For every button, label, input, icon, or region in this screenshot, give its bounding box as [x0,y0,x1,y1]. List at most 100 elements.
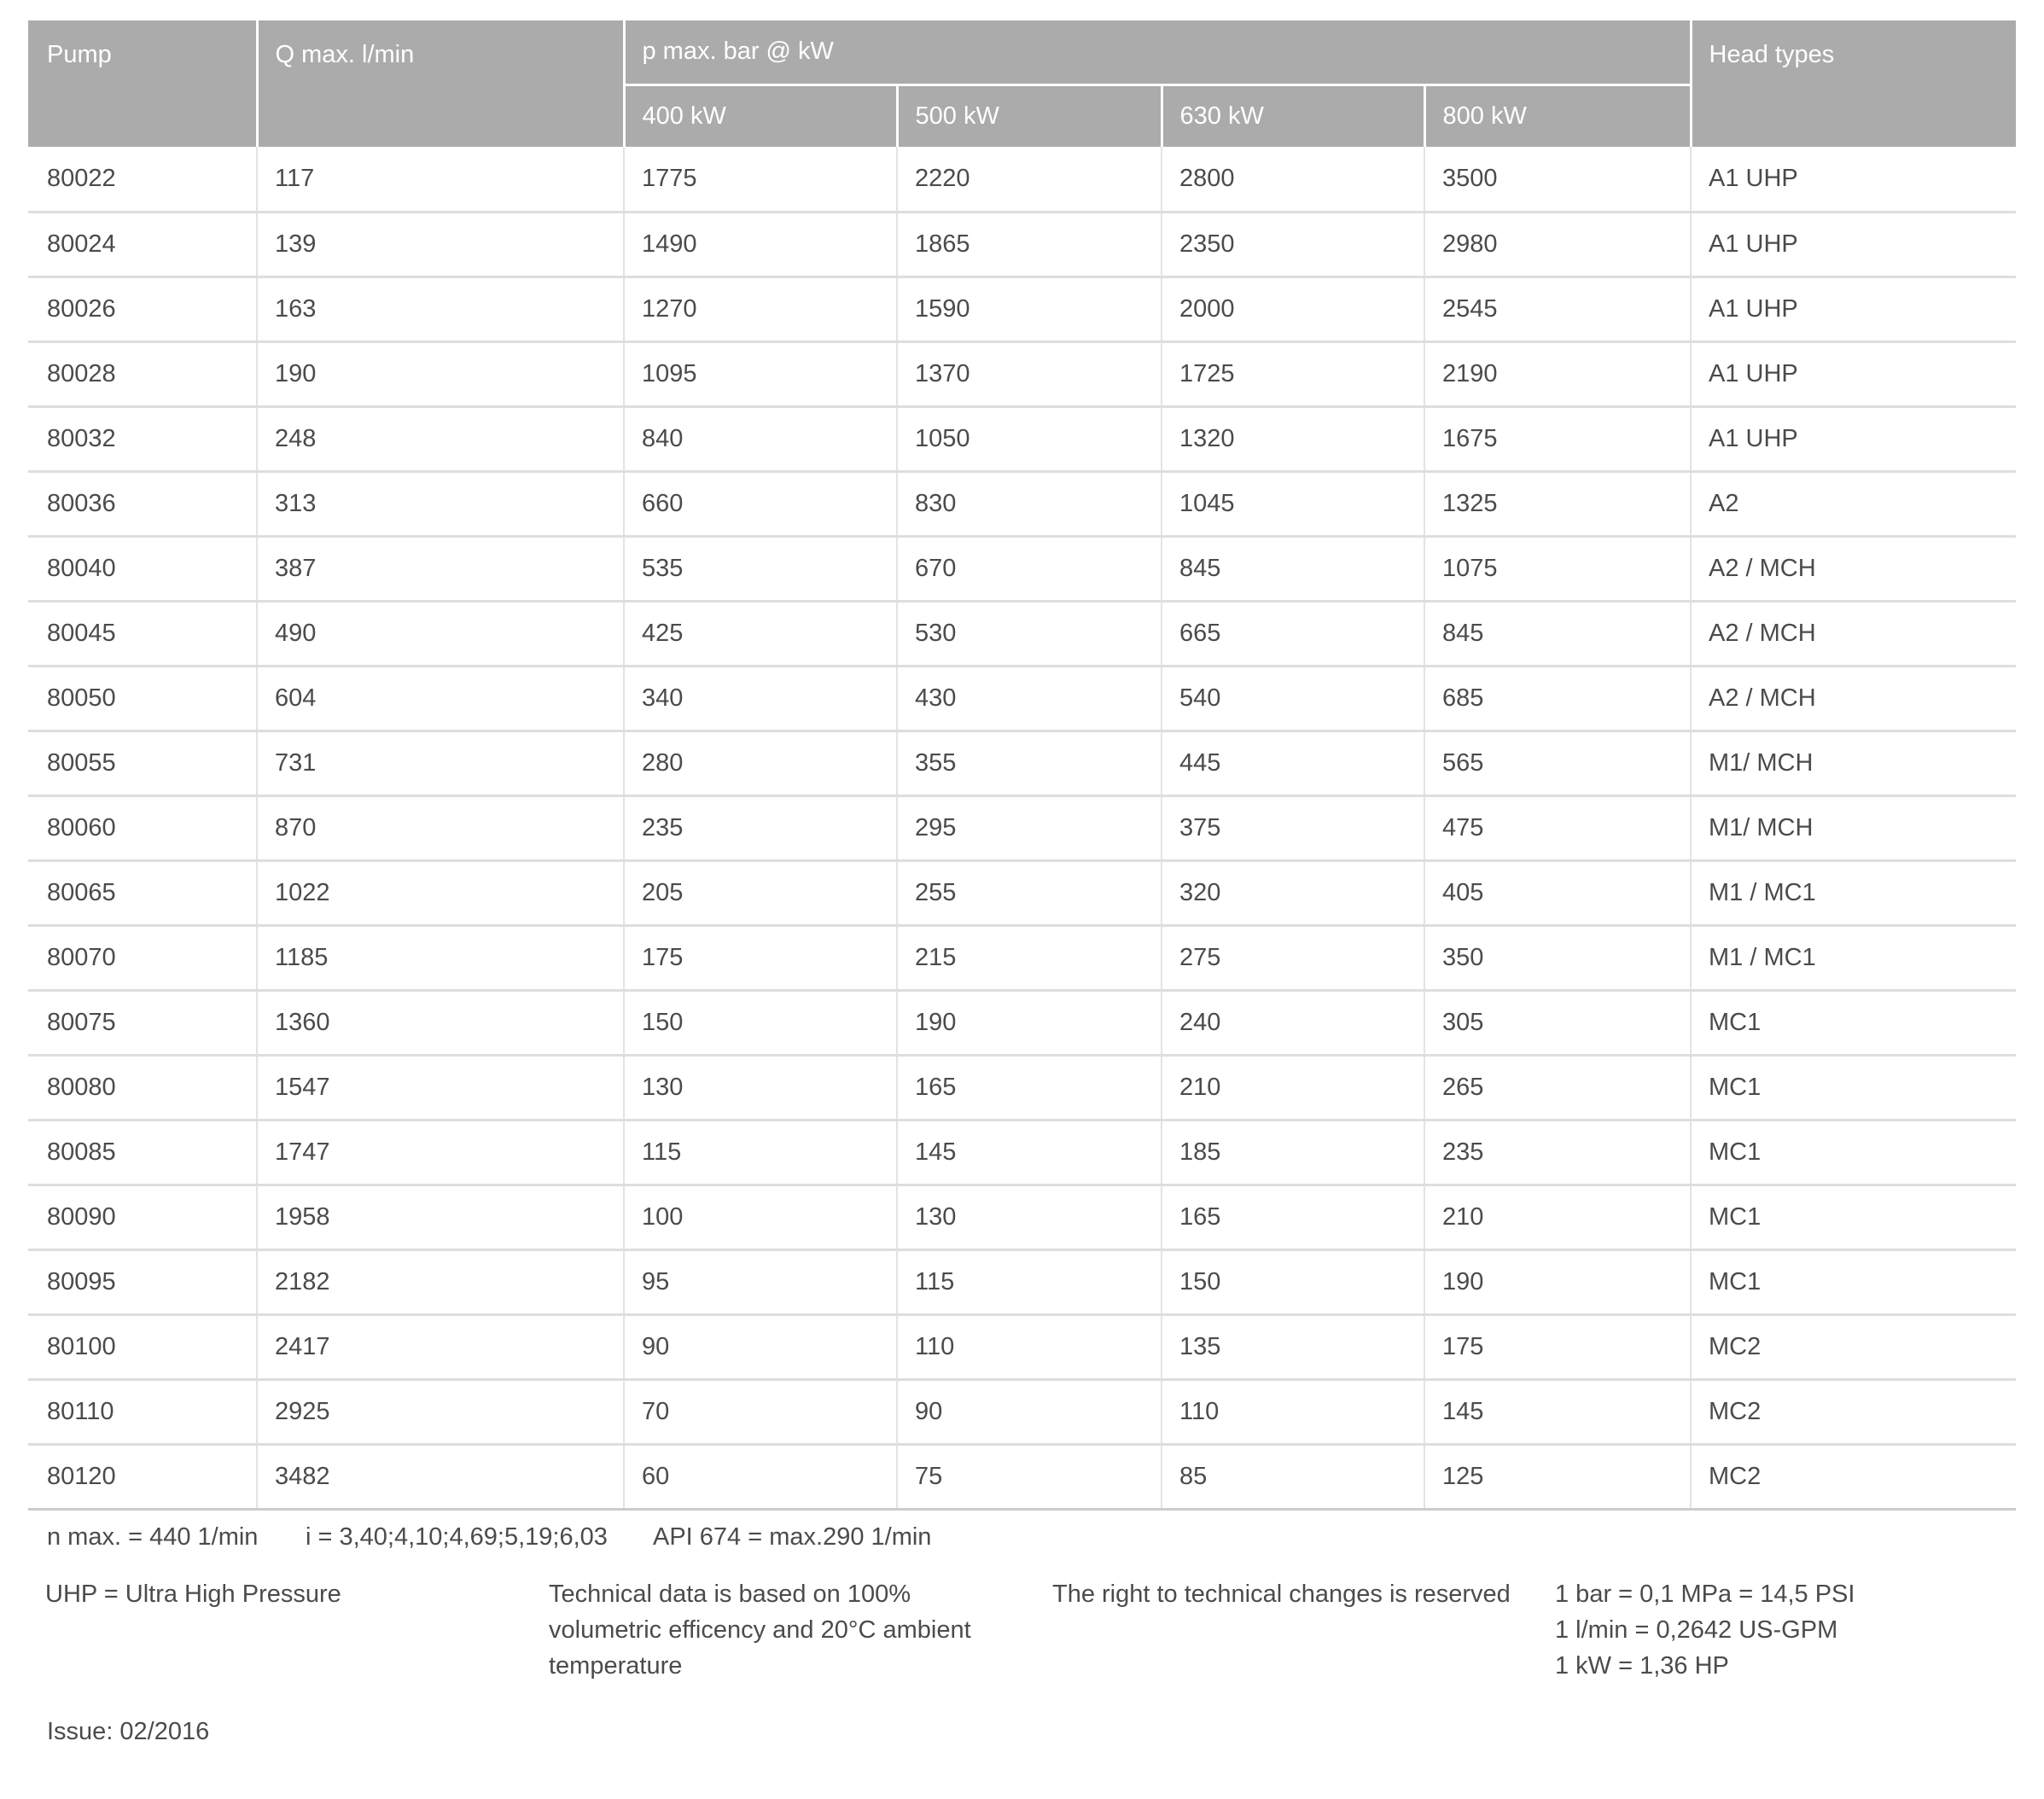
header-row-main: Pump Q max. l/min p max. bar @ kW Head t… [28,20,2016,147]
uhp-note: UHP = Ultra High Pressure [45,1581,341,1608]
cell-kw800: 210 [1424,1183,1691,1249]
table-row: 80090 1958 100 130 165 210 MC1 [28,1183,2016,1249]
cell-kw500: 130 [896,1183,1162,1249]
cell-head: A1 UHP [1690,340,2016,406]
header-500kw: 500 kW [895,83,1162,147]
cell-head: A2 / MCH [1690,664,2016,731]
cell-kw800: 175 [1424,1313,1691,1379]
conversion-line: 1 kW = 1,36 HP [1555,1652,1729,1680]
cell-kw500: 110 [896,1313,1162,1379]
cell-kw500: 255 [896,859,1162,925]
cell-q: 313 [256,469,624,536]
cell-q: 117 [256,147,624,212]
cell-kw400: 100 [623,1183,897,1249]
cell-head: MC1 [1690,988,2016,1055]
cell-kw400: 280 [623,729,897,795]
cell-head: M1/ MCH [1690,794,2016,860]
cell-kw800: 1675 [1424,405,1691,471]
cell-q: 870 [256,794,624,860]
header-qmax: Q max. l/min [255,20,624,147]
cell-kw630: 2000 [1161,275,1424,341]
cell-kw500: 165 [896,1053,1162,1120]
table-row: 80036 313 660 830 1045 1325 A2 [28,469,2016,536]
cell-head: A1 UHP [1690,210,2016,277]
cell-pump: 80040 [28,534,257,601]
cell-kw630: 375 [1161,794,1424,860]
cell-kw800: 305 [1424,988,1691,1055]
table-row: 80075 1360 150 190 240 305 MC1 [28,988,2016,1055]
cell-kw500: 355 [896,729,1162,795]
cell-kw800: 265 [1424,1053,1691,1120]
cell-kw500: 830 [896,469,1162,536]
cell-kw800: 190 [1424,1248,1691,1314]
cell-q: 731 [256,729,624,795]
cell-kw630: 110 [1161,1377,1424,1444]
cell-kw800: 475 [1424,794,1691,860]
header-pump: Pump [28,20,257,147]
conversion-line: 1 bar = 0,1 MPa = 14,5 PSI [1555,1581,1855,1608]
cell-kw800: 235 [1424,1118,1691,1185]
header-400kw: 400 kW [622,83,897,147]
cell-head: A1 UHP [1690,405,2016,471]
conversion-line: 1 l/min = 0,2642 US-GPM [1555,1616,1838,1644]
cell-pump: 80100 [28,1313,257,1379]
table-row: 80110 2925 70 90 110 145 MC2 [28,1377,2016,1444]
table-row: 80055 731 280 355 445 565 M1/ MCH [28,729,2016,795]
conversion-note: 1 bar = 0,1 MPa = 14,5 PSI 1 l/min = 0,2… [1555,1576,1855,1684]
cell-pump: 80028 [28,340,257,406]
cell-q: 1958 [256,1183,624,1249]
cell-q: 248 [256,405,624,471]
cell-q: 1022 [256,859,624,925]
table-row: 80022 117 1775 2220 2800 3500 A1 UHP [28,147,2016,212]
table-row: 80085 1747 115 145 185 235 MC1 [28,1118,2016,1185]
cell-q: 2182 [256,1248,624,1314]
cell-pump: 80085 [28,1118,257,1185]
cell-q: 163 [256,275,624,341]
cell-head: MC1 [1690,1183,2016,1249]
cell-head: M1 / MC1 [1690,923,2016,990]
cell-kw630: 240 [1161,988,1424,1055]
cell-kw630: 540 [1161,664,1424,731]
cell-q: 2925 [256,1377,624,1444]
cell-kw500: 530 [896,599,1162,666]
cell-pump: 80032 [28,405,257,471]
table-row: 80060 870 235 295 375 475 M1/ MCH [28,794,2016,860]
cell-kw800: 350 [1424,923,1691,990]
cell-q: 139 [256,210,624,277]
table-body: 80022 117 1775 2220 2800 3500 A1 UHP 80024 139 14… [28,147,2016,1511]
cell-kw400: 535 [623,534,897,601]
cell-kw400: 1490 [623,210,897,277]
cell-pump: 80065 [28,859,257,925]
cell-kw630: 2350 [1161,210,1424,277]
header-pmax-group: p max. bar @ kW [622,20,1691,84]
cell-kw400: 90 [623,1313,897,1379]
cell-kw630: 1320 [1161,405,1424,471]
cell-kw400: 840 [623,405,897,471]
cell-kw800: 405 [1424,859,1691,925]
cell-pump: 80080 [28,1053,257,1120]
cell-kw630: 135 [1161,1313,1424,1379]
header-630kw: 630 kW [1160,83,1424,147]
cell-kw500: 430 [896,664,1162,731]
cell-q: 490 [256,599,624,666]
cell-kw500: 115 [896,1248,1162,1314]
cell-q: 190 [256,340,624,406]
tech-note-line: temperature [549,1652,683,1680]
cell-kw630: 275 [1161,923,1424,990]
cell-kw800: 3500 [1424,147,1691,212]
cell-kw630: 320 [1161,859,1424,925]
cell-kw800: 565 [1424,729,1691,795]
cell-q: 1360 [256,988,624,1055]
cell-kw500: 90 [896,1377,1162,1444]
note-n-max: n max. = 440 1/min [47,1523,259,1551]
cell-head: M1/ MCH [1690,729,2016,795]
cell-pump: 80090 [28,1183,257,1249]
cell-kw630: 845 [1161,534,1424,601]
cell-head: MC2 [1690,1377,2016,1444]
table-row: 80040 387 535 670 845 1075 A2 / MCH [28,534,2016,601]
cell-head: MC1 [1690,1053,2016,1120]
table-row: 80080 1547 130 165 210 265 MC1 [28,1053,2016,1120]
cell-kw500: 2220 [896,147,1162,212]
table-row: 80045 490 425 530 665 845 A2 / MCH [28,599,2016,666]
cell-pump: 80060 [28,794,257,860]
